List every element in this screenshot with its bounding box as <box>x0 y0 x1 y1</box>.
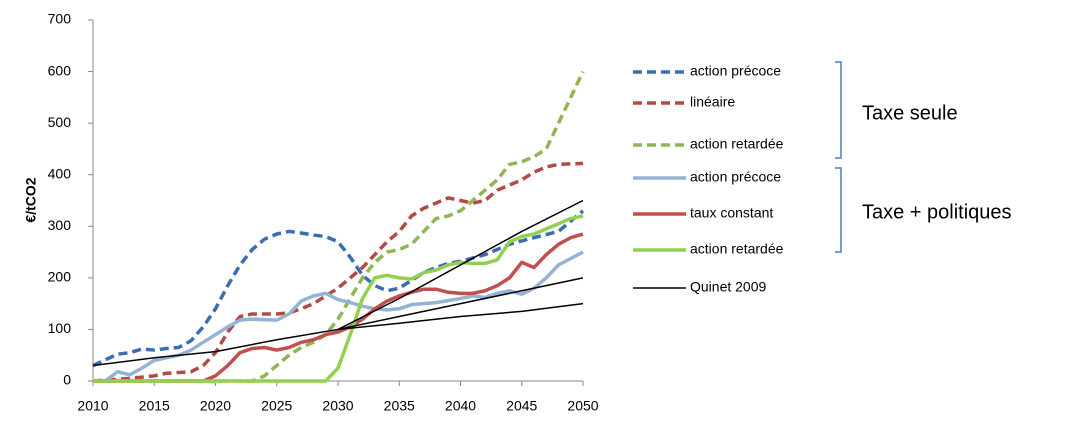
brace <box>835 167 842 253</box>
x-tick-label: 2040 <box>445 398 476 414</box>
y-tick-label: 200 <box>48 269 72 285</box>
series-line <box>92 161 584 383</box>
y-tick-label: 400 <box>48 165 72 181</box>
annotation: Taxe seule <box>862 102 958 124</box>
legend-label: action précoce <box>690 63 781 79</box>
annotation: Taxe + politiques <box>862 201 1012 223</box>
legend-label: linéaire <box>690 94 735 110</box>
y-tick-label: 700 <box>48 11 72 27</box>
x-tick-label: 2035 <box>384 398 415 414</box>
y-axis-label: €/tCO2 <box>23 177 39 222</box>
x-tick-label: 2025 <box>261 398 292 414</box>
series-line <box>93 214 584 383</box>
legend-label: action retardée <box>690 241 784 257</box>
brace <box>835 61 842 159</box>
x-tick-label: 2045 <box>506 398 537 414</box>
series-line <box>337 302 584 331</box>
series-line <box>93 250 584 383</box>
series-line <box>92 209 585 368</box>
x-tick-label: 2010 <box>77 398 108 414</box>
legend-label: Quinet 2009 <box>690 279 766 295</box>
x-tick-label: 2020 <box>200 398 231 414</box>
series-line <box>93 70 585 383</box>
y-tick-label: 300 <box>48 217 72 233</box>
series-line <box>92 199 584 367</box>
x-tick-label: 2050 <box>567 398 598 414</box>
y-tick-label: 0 <box>63 372 71 388</box>
y-tick-label: 500 <box>48 114 72 130</box>
x-tick-label: 2030 <box>322 398 353 414</box>
series-line <box>93 232 584 383</box>
x-tick-label: 2015 <box>139 398 170 414</box>
legend-label: action retardée <box>690 136 784 152</box>
series-line <box>337 277 584 331</box>
legend-label: action précoce <box>690 169 781 185</box>
y-tick-label: 600 <box>48 62 72 78</box>
y-tick-label: 100 <box>48 320 72 336</box>
legend-label: taux constant <box>690 205 773 221</box>
